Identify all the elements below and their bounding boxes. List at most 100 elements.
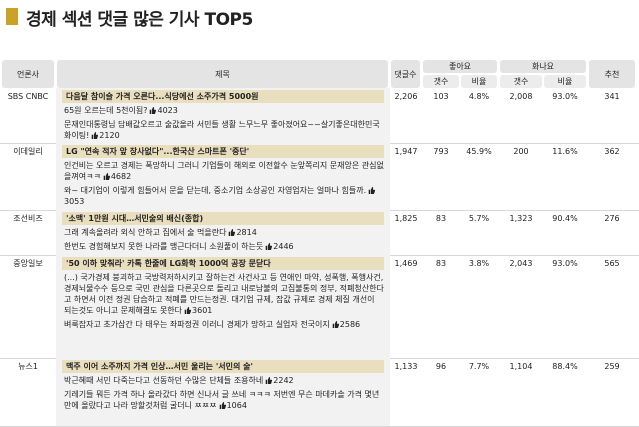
cell-press: 뉴스1	[18, 362, 38, 371]
header-cell: 추천	[589, 60, 635, 88]
article-title: 맥주 이어 소주까지 가격 인상…서민 울리는 '서민의 술'	[62, 360, 384, 373]
comment-likes: 4682	[110, 172, 132, 181]
comment-list: 그래 계속올려라 외식 안하고 집에서 술 먹을란다 2814 한번도 경험해보지 …	[64, 227, 384, 255]
comment-likes: 3601	[192, 306, 213, 315]
comment-likes: 3053	[64, 197, 85, 206]
cell-recommend: 341	[604, 92, 620, 101]
cell-recommend: 362	[604, 147, 620, 156]
cell-like-count: 96	[435, 362, 447, 371]
comment-text: 그래 계속올려라 외식 안하고 집에서 술 먹을란다	[64, 228, 227, 237]
comment-list: (...) 국가경제 붕괴하고 국방력저하시키고 잘하는건 사건사고 등 연애인…	[64, 272, 384, 333]
title-cell-bg	[56, 255, 390, 358]
comment-text: 65원 오르는데 5천이됨?	[64, 106, 148, 115]
page-title: 경제 섹션 댓글 많은 기사 TOP5	[26, 10, 253, 30]
comment-likes: 2814	[236, 228, 257, 237]
cell-press: 이데일리	[13, 147, 43, 156]
comment-text: 박근혜때 서민 다죽는다고 선동하던 수많은 단체들 조용하네	[64, 376, 264, 385]
comment: 65원 오르는데 5천이됨? 4023	[64, 105, 384, 116]
header-cell: 좋아요	[423, 60, 497, 73]
cell-like-count: 793	[433, 147, 449, 156]
cell-comments: 1,947	[394, 147, 418, 156]
comment-text: 와~ 대기업이 이렇게 힘들어서 문을 닫는데, 중소기업 소상공인 자영업자는…	[64, 186, 367, 195]
header-cell: 갯수	[423, 75, 459, 88]
cell-press: SBS CNBC	[7, 92, 49, 101]
cell-like-ratio: 45.9%	[466, 147, 492, 156]
cell-like-ratio: 5.7%	[468, 214, 490, 223]
cell-like-count: 83	[435, 259, 447, 268]
cell-comments: 2,206	[394, 92, 418, 101]
cell-angry-count: 1,104	[509, 362, 533, 371]
cell-comments: 1,469	[394, 259, 418, 268]
comment: (...) 국가경제 붕괴하고 국방력저하시키고 잘하는건 사건사고 등 연애인…	[64, 272, 384, 316]
comment-likes: 2120	[99, 131, 120, 140]
comment: 한번도 경험해보지 못한 나라를 맹근다더니 소원풀이 하는듯 2446	[64, 241, 384, 252]
like-icon	[219, 401, 226, 409]
comment-likes: 1064	[226, 401, 247, 410]
comment: 박근혜때 서민 다죽는다고 선동하던 수많은 단체들 조용하네 2242	[64, 375, 384, 386]
comment-list: 65원 오르는데 5천이됨? 4023 문재인대통령님 담배값오르고 술값올라 서민…	[64, 105, 384, 144]
cell-comments: 1,133	[394, 362, 418, 371]
cell-angry-ratio: 93.0%	[552, 92, 578, 101]
comment-text: 인건비는 오르고 경제는 폭망하니 그러니 기업들이 해외로 이전할수 눈앞쪽리…	[64, 161, 384, 181]
cell-comments: 1,825	[394, 214, 418, 223]
comment-text: (...) 국가경제 붕괴하고 국방력저하시키고 잘하는건 사건사고 등 연애인…	[64, 273, 384, 315]
comment: 기레기들 뭐든 가격 하나 올라갔다 하면 신나서 글 쓰네 ㅋㅋㅋ 저번엔 무…	[64, 389, 384, 411]
cell-angry-ratio: 11.6%	[552, 147, 578, 156]
comment: 와~ 대기업이 이렇게 힘들어서 문을 닫는데, 중소기업 소상공인 자영업자는…	[64, 185, 384, 207]
like-icon	[91, 131, 99, 139]
like-icon	[228, 228, 236, 236]
cell-angry-count: 1,323	[509, 214, 533, 223]
cell-like-ratio: 3.8%	[468, 259, 490, 268]
comment-text: 한번도 경험해보지 못한 나라를 맹근다더니 소원풀이 하는듯	[64, 242, 264, 251]
like-icon	[265, 242, 273, 250]
cell-press: 조선비즈	[13, 214, 43, 223]
article-title: 다음달 참이슬 가격 오른다...식당에선 소주가격 5000원	[62, 90, 384, 103]
header-cell: 갯수	[500, 75, 542, 88]
comment: 문재인대통령님 담배값오르고 술값올라 서민들 생활 느무느무 좋아졌어요~~살…	[64, 119, 384, 141]
header-cell: 댓글수	[391, 60, 420, 88]
header-cell: 비율	[544, 75, 586, 88]
cell-angry-ratio: 88.4%	[552, 362, 578, 371]
cell-like-count: 83	[435, 214, 447, 223]
header-cell: 비율	[461, 75, 497, 88]
comment: 그래 계속올려라 외식 안하고 집에서 술 먹을란다 2814	[64, 227, 384, 238]
like-icon	[332, 320, 339, 328]
cell-like-ratio: 7.7%	[468, 362, 490, 371]
cell-recommend: 259	[604, 362, 620, 371]
cell-angry-count: 200	[513, 147, 529, 156]
like-icon	[368, 186, 376, 194]
comment: 인건비는 오르고 경제는 폭망하니 그러니 기업들이 해외로 이전할수 눈앞쪽리…	[64, 160, 384, 182]
article-title: '소맥' 1만원 시대…서민술의 배신(종합)	[62, 212, 384, 225]
title-marker	[6, 8, 18, 25]
cell-recommend: 565	[604, 259, 620, 268]
like-icon	[149, 106, 157, 114]
comment-likes: 2586	[339, 320, 361, 329]
title-bar: 경제 섹션 댓글 많은 기사 TOP5	[0, 0, 639, 34]
header-cell: 화나요	[500, 60, 586, 73]
comment-text: 기레기들 뭐든 가격 하나 올라갔다 하면 신나서 글 쓰네 ㅋㅋㅋ 저번엔 무…	[64, 390, 380, 410]
article-title: '50 이하 맞춰라' 카톡 한줄에 LG화학 1000억 공장 문닫다	[62, 257, 384, 270]
comment-likes: 2242	[273, 376, 294, 385]
like-icon	[184, 306, 192, 314]
cell-angry-count: 2,008	[509, 92, 533, 101]
cell-angry-ratio: 93.0%	[552, 259, 578, 268]
cell-angry-ratio: 90.4%	[552, 214, 578, 223]
cell-press: 중앙일보	[13, 259, 43, 268]
like-icon	[103, 172, 110, 180]
article-title: LG "연속 적자 앞 장사없다"...한국산 스마트폰 '중단'	[62, 145, 384, 158]
cell-like-count: 103	[433, 92, 449, 101]
comment: 벼룩잡자고 초가삼간 다 태우는 좌파정권 이러니 경제가 망하고 실업자 전국…	[64, 319, 384, 330]
comment-list: 인건비는 오르고 경제는 폭망하니 그러니 기업들이 해외로 이전할수 눈앞쪽리…	[64, 160, 384, 210]
cell-recommend: 276	[604, 214, 620, 223]
comment-likes: 2446	[273, 242, 294, 251]
cell-like-ratio: 4.8%	[468, 92, 490, 101]
comment-text: 벼룩잡자고 초가삼간 다 태우는 좌파정권 이러니 경제가 망하고 실업자 전국…	[64, 320, 330, 329]
header-cell: 언론사	[2, 60, 54, 88]
header-cell: 제목	[57, 60, 388, 88]
like-icon	[265, 376, 273, 384]
cell-angry-count: 2,043	[509, 259, 533, 268]
comment-likes: 4023	[157, 106, 178, 115]
comment-text: 문재인대통령님 담배값오르고 술값올라 서민들 생활 느무느무 좋아졌어요~~살…	[64, 120, 380, 140]
comment-list: 박근혜때 서민 다죽는다고 선동하던 수많은 단체들 조용하네 2242 기레기들 …	[64, 375, 384, 414]
